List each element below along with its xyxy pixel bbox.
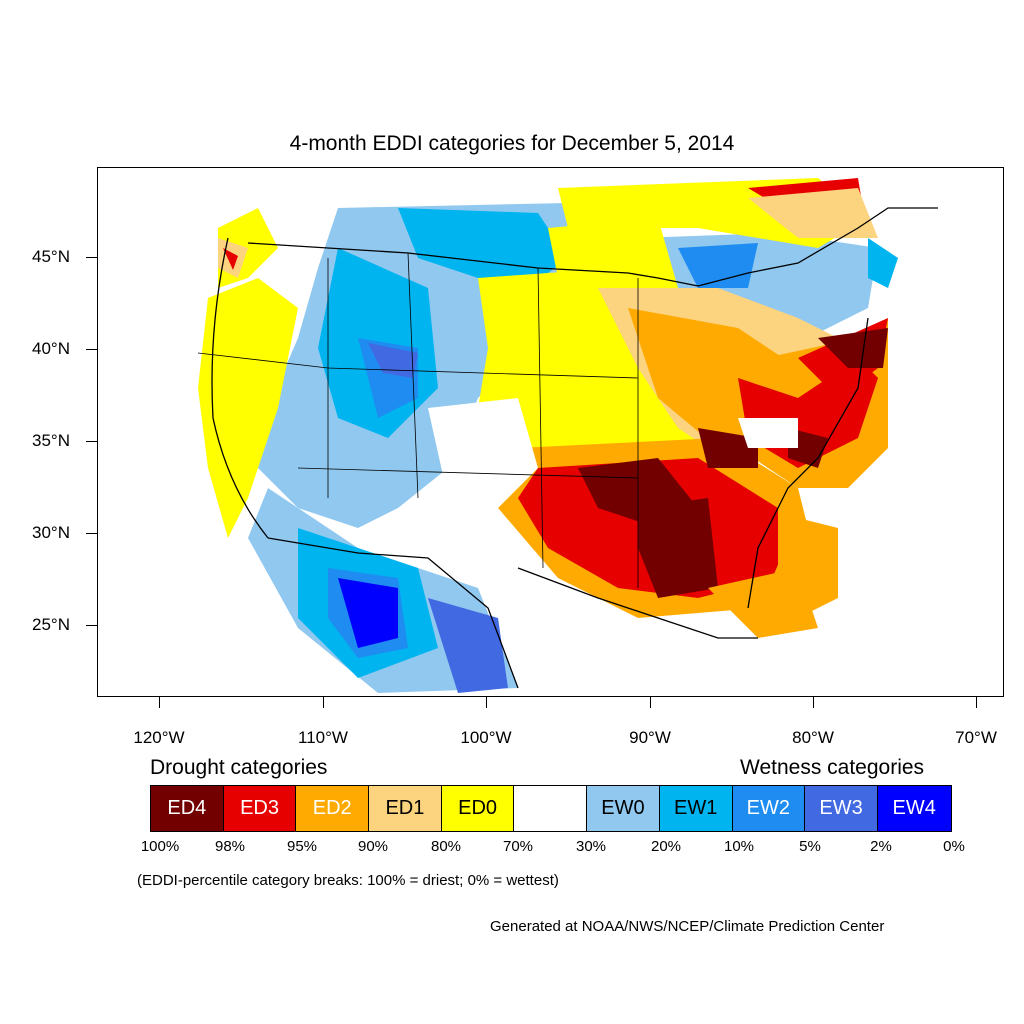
- legend-cell-ed0: ED0: [441, 786, 515, 831]
- legend-cell-ew2: EW2: [732, 786, 806, 831]
- y-tick-30: [86, 533, 97, 534]
- x-tick-80w: [813, 697, 814, 708]
- pct-label-70: 70%: [502, 838, 534, 855]
- x-tick-label-120w: 120°W: [133, 728, 185, 747]
- map-title: 4-month EDDI categories for December 5, …: [289, 132, 735, 155]
- pct-label-80: 80%: [430, 838, 462, 855]
- y-tick-25: [86, 625, 97, 626]
- y-tick-40: [86, 349, 97, 350]
- legend-color-bar: ED4 ED3 ED2 ED1 ED0 EW0 EW1 EW2 EW3 EW4: [150, 785, 952, 832]
- legend-cell-ew1: EW1: [659, 786, 733, 831]
- pct-label-100: 100%: [140, 838, 180, 855]
- legend-cell-ew3: EW3: [805, 786, 878, 831]
- x-tick-label-110w: 110°W: [298, 728, 348, 747]
- x-tick-100w: [486, 697, 487, 708]
- category-field: [198, 178, 898, 693]
- x-tick-label-70w: 70°W: [955, 728, 997, 747]
- pct-label-2: 2%: [870, 838, 892, 855]
- pct-label-95: 95%: [286, 838, 318, 855]
- y-tick-label-30: 30°N: [32, 523, 70, 542]
- y-tick-label-25: 25°N: [32, 615, 70, 634]
- boundaries: [211, 207, 938, 689]
- legend-cell-ed3: ED3: [223, 786, 297, 831]
- legend-cell-ed2: ED2: [296, 786, 370, 831]
- pct-label-90: 90%: [357, 838, 389, 855]
- pct-label-10: 10%: [723, 838, 755, 855]
- x-tick-label-100w: 100°W: [460, 728, 512, 747]
- state-lines: [197, 252, 639, 588]
- credit-line: Generated at NOAA/NWS/NCEP/Climate Predi…: [490, 918, 885, 935]
- y-tick-label-40: 40°N: [32, 339, 70, 358]
- x-tick-70w: [976, 697, 977, 708]
- eddi-map: [197, 178, 938, 693]
- legend-cell-ed1: ED1: [369, 786, 442, 831]
- category-breaks-note: (EDDI-percentile category breaks: 100% =…: [137, 872, 559, 889]
- drought-categories-title: Drought categories: [150, 756, 328, 779]
- pct-label-5: 5%: [799, 838, 821, 855]
- y-tick-label-45: 45°N: [32, 247, 70, 266]
- pct-label-30: 30%: [575, 838, 607, 855]
- y-tick-35: [86, 441, 97, 442]
- y-tick-label-35: 35°N: [32, 431, 70, 450]
- legend-cell-ew0: EW0: [587, 786, 660, 831]
- legend-cell-ed4: ED4: [151, 786, 224, 831]
- pct-label-20: 20%: [650, 838, 682, 855]
- x-tick-120w: [159, 697, 160, 708]
- x-tick-label-90w: 90°W: [629, 728, 671, 747]
- pct-label-0: 0%: [943, 838, 965, 855]
- wetness-categories-title: Wetness categories: [740, 756, 925, 779]
- pct-label-98: 98%: [214, 838, 246, 855]
- map-panel: [97, 167, 1004, 697]
- legend-cell-normal: [514, 786, 588, 831]
- x-tick-90w: [650, 697, 651, 708]
- legend-cell-ew4: EW4: [877, 786, 951, 831]
- x-tick-label-80w: 80°W: [792, 728, 834, 747]
- y-tick-45: [86, 257, 97, 258]
- x-tick-110w: [323, 697, 324, 708]
